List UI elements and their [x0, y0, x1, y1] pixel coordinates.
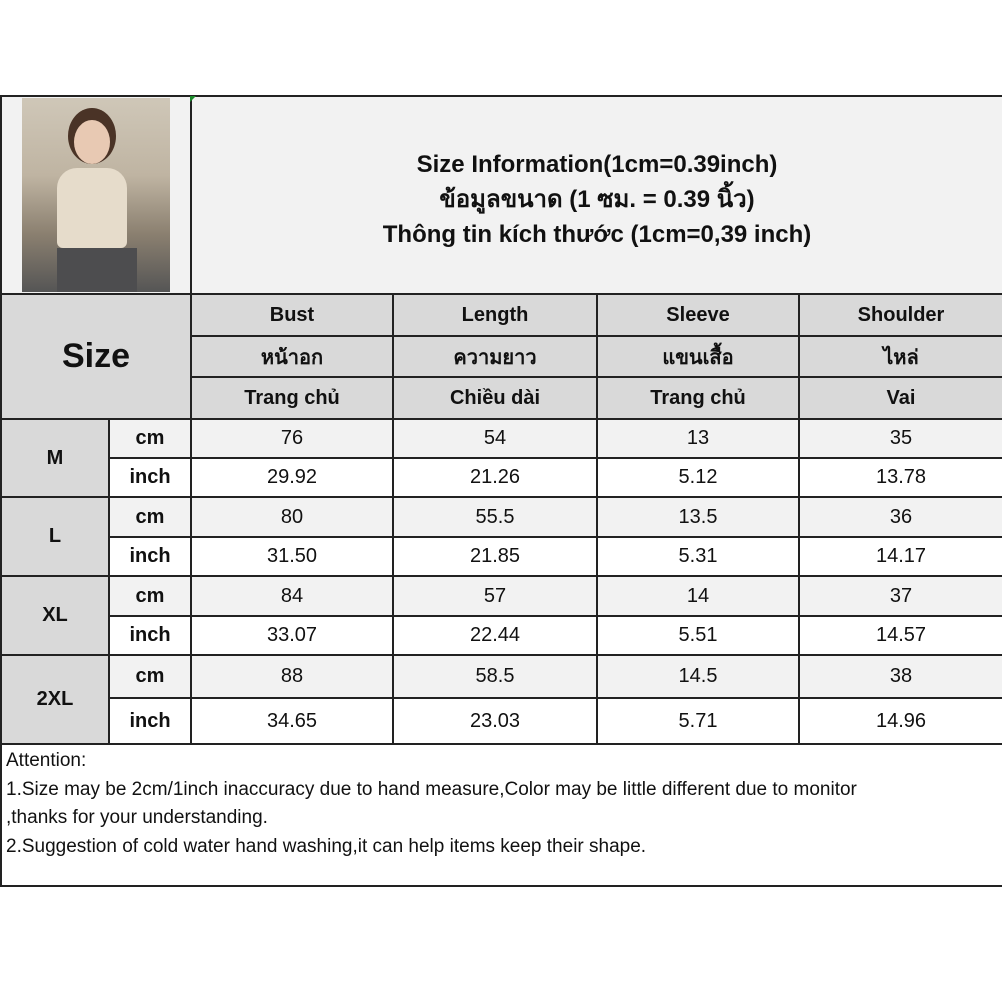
measurement-cell: 36 [797, 496, 1002, 538]
measurement-cell: 35 [797, 418, 1002, 459]
product-photo-cell [0, 95, 192, 295]
measurement-cell: 34.65 [190, 697, 394, 745]
measurement-cell: 38 [797, 654, 1002, 699]
measurement-cell: 13 [596, 418, 800, 459]
measurement-cell: 21.85 [392, 536, 598, 577]
attention-line: 1.Size may be 2cm/1inch inaccuracy due t… [6, 778, 857, 800]
column-header-vi: Chiều dài [392, 376, 598, 420]
size-information-title: Size Information(1cm=0.39inch) ข้อมูลขนา… [189, 95, 1002, 295]
column-header-vi: Trang chủ [190, 376, 394, 420]
column-header-th: แขนเสื้อ [596, 335, 800, 378]
measurement-cell: 29.92 [190, 457, 394, 498]
measurement-cell: 14.5 [596, 654, 800, 699]
attention-line: ,thanks for your understanding. [6, 807, 268, 828]
measurement-cell: 23.03 [392, 697, 598, 745]
column-header-en: Length [392, 293, 598, 337]
size-label: M [0, 418, 110, 498]
measurement-cell: 84 [190, 575, 394, 617]
unit-label: inch [108, 457, 192, 498]
measurement-cell: 31.50 [190, 536, 394, 577]
unit-label: cm [108, 496, 192, 538]
table-row: inch 34.65 23.03 5.71 14.96 [1, 697, 1002, 745]
column-header-th: หน้าอก [190, 335, 394, 378]
column-header-th: ไหล่ [797, 335, 1002, 378]
measurement-cell: 5.71 [596, 697, 800, 745]
measurement-cell: 22.44 [392, 615, 598, 656]
column-header-en: Bust [190, 293, 394, 337]
cell-comment-marker-icon [190, 96, 196, 102]
size-label: XL [0, 575, 110, 656]
column-header-vi: Vai [797, 376, 1002, 420]
measurement-cell: 55.5 [392, 496, 598, 538]
table-row: inch 29.92 21.26 5.12 13.78 [1, 457, 1002, 498]
size-label: L [0, 496, 110, 577]
product-photo [22, 98, 170, 292]
table-row: inch 33.07 22.44 5.51 14.57 [1, 615, 1002, 656]
column-header-th: ความยาว [392, 335, 598, 378]
attention-notes: Attention: 1.Size may be 2cm/1inch inaccu… [0, 743, 1002, 887]
unit-label: cm [108, 575, 192, 617]
title-vietnamese: Thông tin kích thước (1cm=0,39 inch) [382, 220, 812, 248]
column-header-en: Sleeve [596, 293, 800, 337]
measurement-cell: 5.31 [596, 536, 800, 577]
measurement-cell: 5.51 [596, 615, 800, 656]
unit-label: cm [108, 418, 192, 459]
unit-label: inch [108, 536, 192, 577]
measurement-cell: 76 [190, 418, 394, 459]
unit-label: cm [108, 654, 192, 699]
column-header-vi: Trang chủ [596, 376, 800, 420]
size-header: Size [0, 293, 192, 420]
size-chart-table: Size Information(1cm=0.39inch) ข้อมูลขนา… [0, 95, 1002, 887]
measurement-cell: 14.17 [797, 536, 1002, 577]
measurement-cell: 14 [596, 575, 800, 617]
attention-line: Attention: [6, 750, 87, 771]
measurement-cell: 80 [190, 496, 394, 538]
measurement-cell: 58.5 [392, 654, 598, 699]
measurement-cell: 13.5 [596, 496, 800, 538]
measurement-cell: 57 [392, 575, 598, 617]
attention-line: 2.Suggestion of cold water hand washing,… [6, 835, 647, 857]
title-english: Size Information(1cm=0.39inch) [416, 150, 778, 178]
table-row: XL cm 84 57 14 37 [0, 575, 1002, 656]
unit-label: inch [108, 615, 192, 656]
title-thai: ข้อมูลขนาด (1 ซม. = 0.39 นิ้ว) [439, 185, 755, 213]
measurement-cell: 33.07 [190, 615, 394, 656]
measurement-cell: 5.12 [596, 457, 800, 498]
unit-label: inch [108, 697, 192, 745]
size-label: 2XL [0, 654, 110, 745]
measurement-cell: 37 [797, 575, 1002, 617]
measurement-cell: 21.26 [392, 457, 598, 498]
measurement-cell: 14.57 [797, 615, 1002, 656]
table-row: 2XL cm 88 58.5 14.5 38 [0, 654, 1002, 745]
measurement-cell: 14.96 [797, 697, 1002, 745]
measurement-cell: 13.78 [797, 457, 1002, 498]
table-row: inch 31.50 21.85 5.31 14.17 [1, 536, 1002, 577]
measurement-cell: 54 [392, 418, 598, 459]
measurement-cell: 88 [190, 654, 394, 699]
column-header-en: Shoulder [797, 293, 1002, 337]
